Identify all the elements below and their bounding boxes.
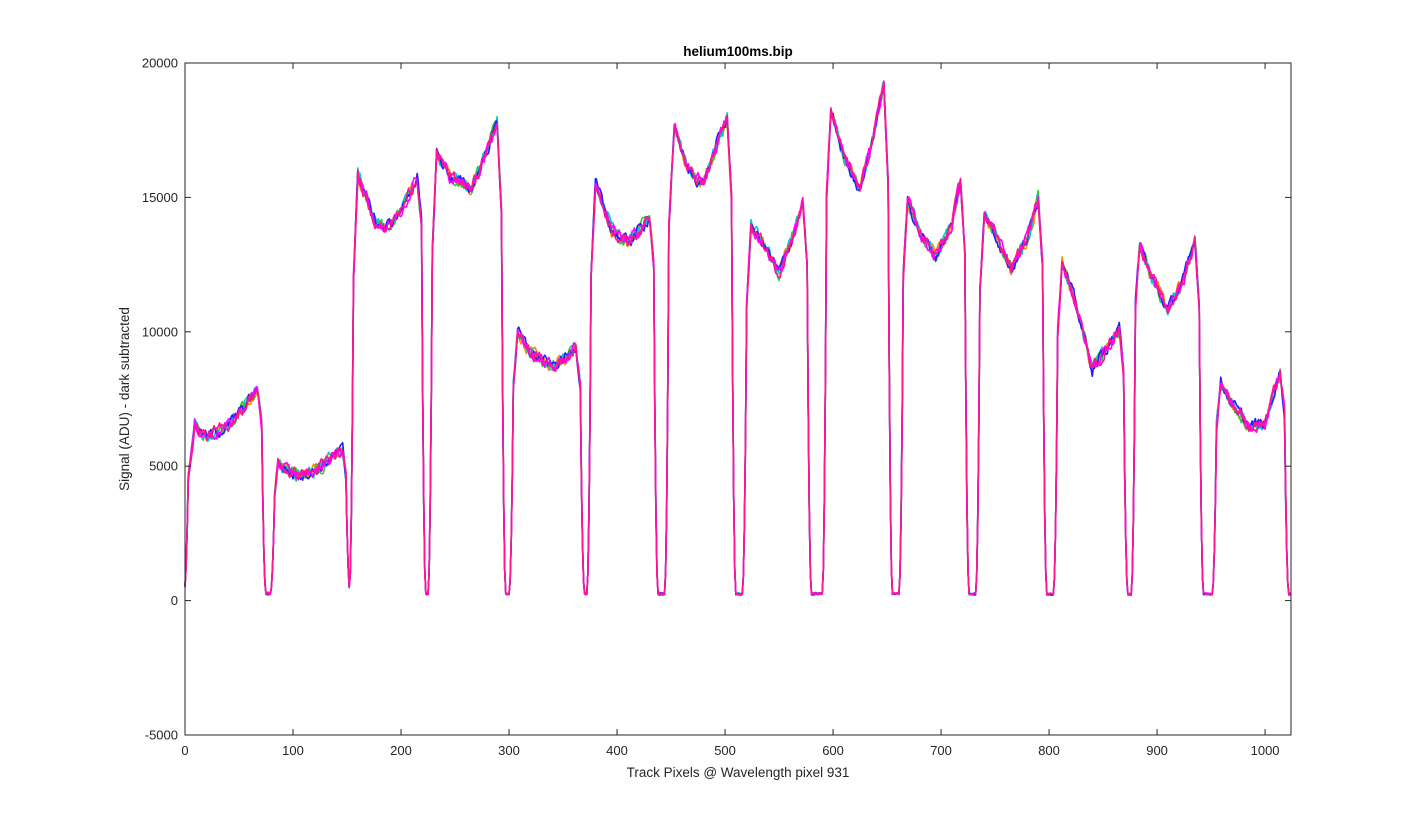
x-axis-label: Track Pixels @ Wavelength pixel 931: [627, 765, 850, 780]
data-lines: [184, 80, 1292, 597]
x-tick-label: 400: [606, 743, 628, 758]
x-tick-label: 100: [282, 743, 304, 758]
y-tick-label: 5000: [149, 459, 178, 474]
x-tick-label: 200: [390, 743, 412, 758]
x-tick-label: 800: [1038, 743, 1060, 758]
y-tick-label: 15000: [142, 190, 178, 205]
y-tick-label: 0: [171, 593, 178, 608]
x-tick-label: 700: [930, 743, 952, 758]
x-tick-label: 500: [714, 743, 736, 758]
x-axis-ticks: 0 100 200 300 400 500 600 700 800 900 1000: [181, 63, 1280, 758]
chart-title: helium100ms.bip: [683, 44, 793, 59]
x-tick-label: 600: [822, 743, 844, 758]
y-axis-label: Signal (ADU) - dark subtracted: [117, 307, 132, 491]
y-axis-ticks: -5000 0 5000 10000 15000 20000: [142, 56, 1291, 743]
plot-box: [184, 62, 1292, 736]
y-tick-label: 10000: [142, 324, 178, 339]
x-tick-label: 900: [1146, 743, 1168, 758]
series-line: [184, 81, 1292, 597]
y-tick-label: -5000: [145, 728, 178, 743]
x-tick-label: 0: [181, 743, 188, 758]
x-tick-label: 1000: [1251, 743, 1280, 758]
x-tick-label: 300: [498, 743, 520, 758]
y-tick-label: 20000: [142, 56, 178, 71]
plot-area-background: [185, 63, 1291, 735]
